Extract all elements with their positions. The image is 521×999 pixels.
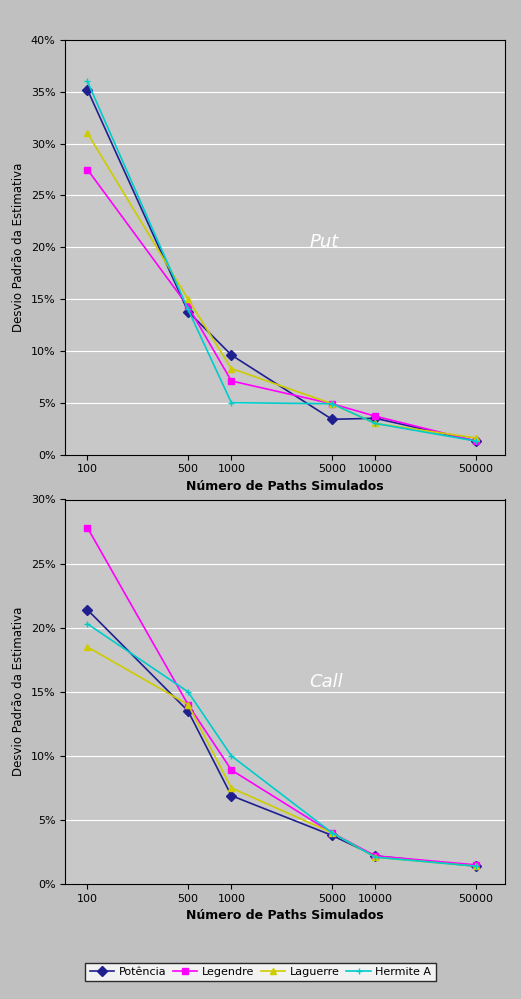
Laguerre <box>185 698 191 710</box>
Hermite A <box>185 685 191 697</box>
X-axis label: Número de Paths Simulados: Número de Paths Simulados <box>187 909 384 922</box>
Legendre: (1e+04, 0.022): (1e+04, 0.022) <box>372 850 378 862</box>
Hermite A <box>84 76 91 88</box>
Potência <box>84 84 91 96</box>
Potência <box>185 705 191 717</box>
Legend: Potência, Legendre, Laguerre, Hermite A: Potência, Legendre, Laguerre, Hermite A <box>85 963 436 981</box>
Legendre: (1e+04, 0.037): (1e+04, 0.037) <box>372 411 378 423</box>
Line: Potência: Potência <box>84 606 479 870</box>
Laguerre <box>372 418 378 430</box>
Legendre: (1e+03, 0.089): (1e+03, 0.089) <box>228 764 234 776</box>
Legendre: (500, 0.14): (500, 0.14) <box>185 698 191 710</box>
Laguerre <box>185 293 191 305</box>
Hermite A <box>228 397 234 409</box>
Y-axis label: Desvio Padrão da Estimativa: Desvio Padrão da Estimativa <box>12 607 25 776</box>
Potência <box>329 829 335 841</box>
Hermite A <box>473 860 479 872</box>
Line: Legendre: Legendre <box>84 524 479 868</box>
Potência <box>329 414 335 426</box>
Potência <box>84 603 91 615</box>
Laguerre <box>228 363 234 375</box>
Legendre: (5e+03, 0.049): (5e+03, 0.049) <box>329 398 335 410</box>
Line: Potência: Potência <box>84 86 479 445</box>
Line: Legendre: Legendre <box>84 166 479 445</box>
Hermite A <box>329 827 335 839</box>
Hermite A <box>473 436 479 448</box>
Laguerre <box>329 398 335 410</box>
Y-axis label: Desvio Padrão da Estimativa: Desvio Padrão da Estimativa <box>12 163 25 332</box>
Hermite A <box>84 617 91 629</box>
Legendre: (500, 0.143): (500, 0.143) <box>185 301 191 313</box>
Line: Laguerre: Laguerre <box>84 130 479 442</box>
Line: Hermite A: Hermite A <box>84 620 479 870</box>
Legendre: (5e+03, 0.04): (5e+03, 0.04) <box>329 827 335 839</box>
Hermite A <box>228 750 234 762</box>
Hermite A <box>185 304 191 316</box>
X-axis label: Número de Paths Simulados: Número de Paths Simulados <box>187 480 384 493</box>
Text: Put: Put <box>309 233 339 251</box>
Potência <box>473 436 479 448</box>
Laguerre <box>84 641 91 653</box>
Legendre: (1e+03, 0.071): (1e+03, 0.071) <box>228 375 234 387</box>
Potência <box>228 789 234 801</box>
Legendre: (5e+04, 0.013): (5e+04, 0.013) <box>473 436 479 448</box>
Line: Laguerre: Laguerre <box>84 643 479 870</box>
Laguerre <box>372 851 378 863</box>
Potência <box>228 349 234 361</box>
Text: Call: Call <box>309 672 343 690</box>
Line: Hermite A: Hermite A <box>84 78 479 445</box>
Potência <box>372 850 378 862</box>
Hermite A <box>372 418 378 430</box>
Legendre: (5e+04, 0.015): (5e+04, 0.015) <box>473 859 479 871</box>
Potência <box>473 860 479 872</box>
Hermite A <box>329 398 335 410</box>
Laguerre <box>228 782 234 794</box>
Laguerre <box>473 432 479 444</box>
Potência <box>372 413 378 425</box>
Legendre: (100, 0.278): (100, 0.278) <box>84 521 91 533</box>
Potência <box>185 306 191 318</box>
Laguerre <box>329 827 335 839</box>
Laguerre <box>473 860 479 872</box>
Legendre: (100, 0.275): (100, 0.275) <box>84 164 91 176</box>
Hermite A <box>372 851 378 863</box>
Laguerre <box>84 127 91 139</box>
